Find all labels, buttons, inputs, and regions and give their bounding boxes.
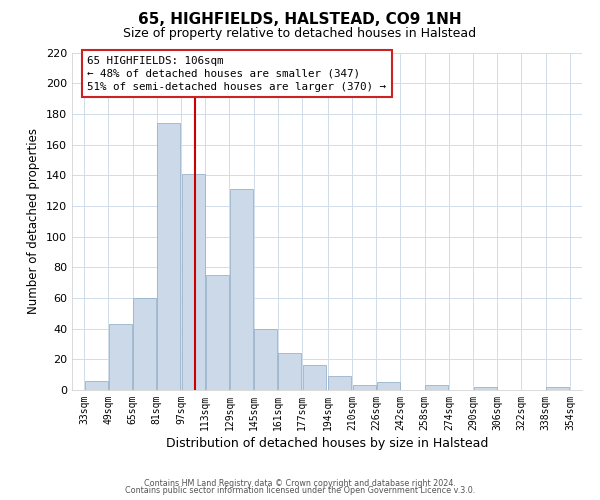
Bar	[377, 382, 400, 390]
Bar	[546, 387, 569, 390]
Bar	[109, 324, 132, 390]
Bar	[353, 386, 376, 390]
Bar	[473, 387, 497, 390]
Bar	[157, 123, 181, 390]
Bar	[425, 386, 448, 390]
Bar	[133, 298, 156, 390]
Text: Contains HM Land Registry data © Crown copyright and database right 2024.: Contains HM Land Registry data © Crown c…	[144, 478, 456, 488]
Text: Size of property relative to detached houses in Halstead: Size of property relative to detached ho…	[124, 28, 476, 40]
Bar	[182, 174, 205, 390]
Text: Contains public sector information licensed under the Open Government Licence v.: Contains public sector information licen…	[125, 486, 475, 495]
Bar	[278, 353, 301, 390]
Text: 65 HIGHFIELDS: 106sqm
← 48% of detached houses are smaller (347)
51% of semi-det: 65 HIGHFIELDS: 106sqm ← 48% of detached …	[87, 56, 386, 92]
Text: 65, HIGHFIELDS, HALSTEAD, CO9 1NH: 65, HIGHFIELDS, HALSTEAD, CO9 1NH	[138, 12, 462, 28]
X-axis label: Distribution of detached houses by size in Halstead: Distribution of detached houses by size …	[166, 437, 488, 450]
Bar	[85, 381, 108, 390]
Bar	[230, 189, 253, 390]
Bar	[328, 376, 352, 390]
Bar	[254, 328, 277, 390]
Bar	[302, 366, 326, 390]
Y-axis label: Number of detached properties: Number of detached properties	[28, 128, 40, 314]
Bar	[206, 275, 229, 390]
